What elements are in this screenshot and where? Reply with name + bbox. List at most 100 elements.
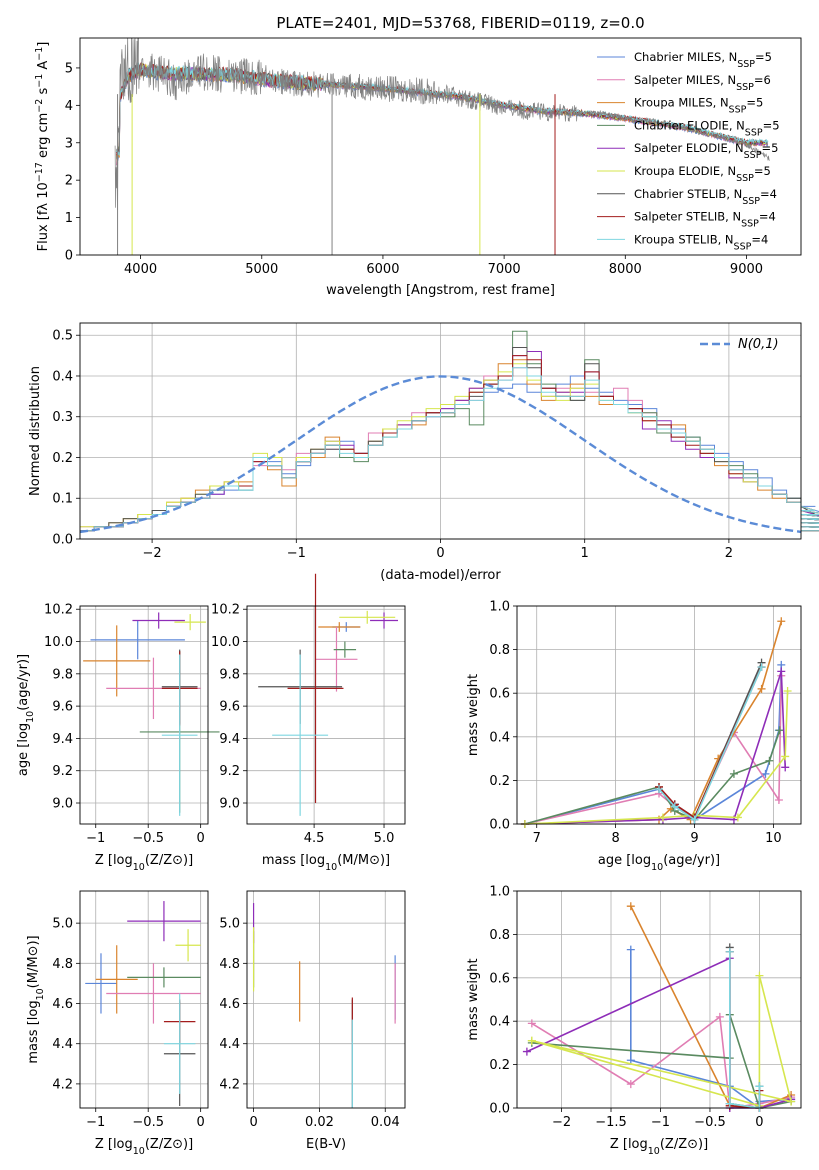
x-tick-label: 9000	[730, 262, 763, 277]
y-tick-label: 0.1	[52, 492, 73, 507]
y-tick-label: 0.2	[52, 451, 73, 466]
x-tick-label: 1	[581, 546, 589, 561]
x-tick-label: 0	[197, 831, 205, 846]
y-tick-label: 10.0	[211, 635, 240, 650]
axes-frame	[516, 890, 802, 1109]
y-tick-label: 9.8	[52, 667, 73, 682]
x-tick-label: 5000	[245, 262, 278, 277]
weight-point-marker	[777, 617, 786, 626]
legend-label: N(0,1)	[738, 337, 779, 352]
y-axis-label: Normed distribution	[28, 366, 43, 496]
y-tick-label: 4.6	[52, 997, 73, 1012]
weight-plot-area	[522, 902, 796, 1112]
weight-point-marker	[787, 1097, 796, 1106]
y-tick-label: 0.4	[489, 730, 510, 745]
weight-point-marker	[755, 971, 764, 980]
y-tick-label: 2	[65, 174, 73, 189]
x-tick-label: 5.0	[374, 831, 395, 846]
weight-point-marker	[774, 796, 783, 805]
x-axis-label: E(B-V)	[306, 1137, 346, 1152]
y-tick-label: 10.0	[44, 635, 73, 650]
x-tick-label: −1	[86, 831, 105, 846]
weight-point-marker	[733, 813, 742, 822]
y-tick-label: 4.8	[219, 957, 240, 972]
y-tick-label: 4.4	[52, 1037, 73, 1052]
x-tick-label: −1.5	[595, 1115, 627, 1130]
x-axis-label: Z [log10(Z/Z⊙)]	[95, 1137, 193, 1157]
errorbar-plot-area	[258, 573, 399, 816]
y-tick-label: 0.0	[489, 818, 510, 833]
age-vs-mass-axes: 4.5 5.0 9.0 9.2 9.4 9.6 9.8 10.0 10.2 mass [log10…	[211, 573, 406, 873]
x-tick-label: −2	[552, 1115, 571, 1130]
weight-point-marker	[658, 813, 667, 822]
axes-frame	[79, 605, 209, 825]
y-tick-label: 0	[65, 249, 73, 264]
weight-point-marker	[725, 947, 734, 956]
axes-frame	[516, 605, 802, 825]
x-tick-label: 6000	[366, 262, 399, 277]
y-tick-label: 0.6	[489, 971, 510, 986]
y-axis-label: mass weight	[466, 958, 481, 1040]
weight-point-marker	[626, 1080, 635, 1089]
y-tick-label: 0.8	[489, 643, 510, 658]
weight-point-marker	[626, 902, 635, 911]
y-tick-label: 9.4	[52, 732, 73, 747]
y-tick-label: 5.0	[52, 917, 73, 932]
legend-label: Chabrier STELIB, NSSP=4	[634, 187, 777, 207]
weight-point-marker	[725, 1099, 734, 1108]
weight-vs-age-axes: 7 8 9 10 0.0 0.2 0.4 0.6 0.8 1.0 age [log10(age/yr…	[466, 600, 802, 873]
x-tick-label: −1	[86, 1115, 105, 1130]
y-tick-label: 0.2	[489, 1058, 510, 1073]
x-axis-label: Z [log10(Z/Z⊙)]	[95, 853, 193, 873]
spectrum-plot-area	[114, 38, 770, 255]
weight-series-line	[658, 666, 763, 821]
x-tick-label: 8	[611, 831, 619, 846]
weight-series-line	[531, 1015, 792, 1109]
x-tick-label: 4000	[124, 262, 157, 277]
axes-frame	[79, 322, 802, 540]
histogram-series	[80, 355, 819, 532]
errorbar-plot-area	[83, 612, 220, 816]
weight-point-marker	[715, 1012, 724, 1021]
residuals-axes: −2 −1 0 1 2 0.0 0.1 0.2 0.3 0.4 0.5 (data-model)/er…	[28, 322, 819, 583]
weight-point-marker	[729, 769, 738, 778]
weight-point-marker	[626, 1056, 635, 1065]
weight-point-marker	[777, 667, 786, 676]
y-tick-label: 9.6	[52, 700, 73, 715]
y-axis-label: mass [log10(M/M⊙)]	[26, 935, 46, 1063]
y-axis-label: age [log10(age/yr)]	[16, 654, 36, 776]
y-tick-label: 0.2	[489, 774, 510, 789]
weight-point-marker	[781, 752, 790, 761]
x-axis-label: wavelength [Angstrom, rest frame]	[326, 283, 555, 298]
y-tick-label: 4.8	[52, 957, 73, 972]
legend-label: Salpeter ELODIE, NSSP=5	[634, 141, 778, 161]
observed-spectrum-line	[114, 38, 770, 211]
legend: Chabrier MILES, NSSP=5 Salpeter MILES, NS…	[597, 50, 780, 252]
chart-title: PLATE=2401, MJD=53768, FIBERID=0119, z=0…	[276, 14, 644, 32]
legend-label: Chabrier MILES, NSSP=5	[634, 50, 772, 70]
y-tick-label: 4.2	[52, 1077, 73, 1092]
weight-plot-area	[520, 617, 792, 828]
x-tick-label: 10	[765, 831, 782, 846]
weight-point-marker	[522, 1047, 531, 1056]
x-axis-label: mass [log10(M/M⊙)]	[262, 853, 390, 873]
y-tick-label: 9.0	[52, 797, 73, 812]
weight-vs-Z-axes: −2 −1.5 −1 −0.5 0 0.0 0.2 0.4 0.6 0.8 1.0 Z [log10(…	[466, 885, 802, 1157]
x-tick-label: 7	[533, 831, 541, 846]
y-tick-label: 0.0	[489, 1102, 510, 1117]
x-axis-label: Z [log10(Z/Z⊙)]	[610, 1137, 708, 1157]
weight-point-marker	[655, 785, 663, 794]
x-tick-label: 8000	[609, 262, 642, 277]
histogram-series	[80, 330, 819, 532]
weight-point-marker	[765, 756, 774, 765]
weight-series-line	[658, 662, 763, 819]
y-tick-label: 9.4	[219, 732, 240, 747]
y-tick-label: 9.0	[219, 797, 240, 812]
histogram-series	[80, 367, 819, 532]
axes-frame	[246, 605, 406, 825]
y-tick-label: 0.3	[52, 410, 73, 425]
legend-label: Kroupa ELODIE, NSSP=5	[634, 164, 771, 184]
y-tick-label: 9.2	[52, 764, 73, 779]
errorbar-plot-area	[85, 901, 201, 1106]
